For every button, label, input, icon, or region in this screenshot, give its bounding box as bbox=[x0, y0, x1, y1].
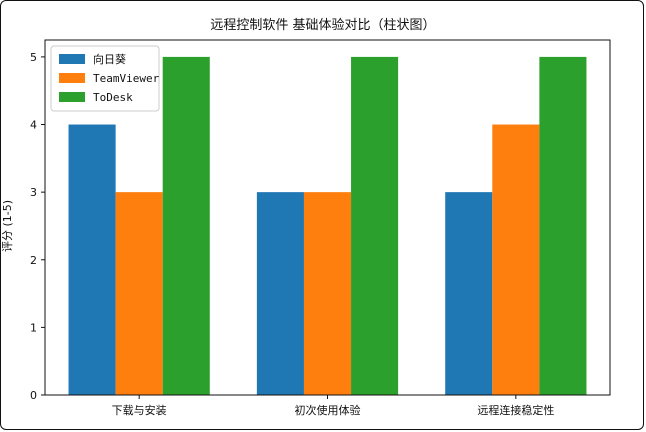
x-tick-label: 初次使用体验 bbox=[295, 403, 361, 417]
bar bbox=[115, 192, 163, 395]
bar bbox=[303, 192, 352, 395]
x-tick-label: 下载与安装 bbox=[112, 403, 167, 417]
y-tick-label: 0 bbox=[30, 389, 37, 402]
chart-title: 远程控制软件 基础体验对比（柱状图） bbox=[210, 18, 436, 33]
axes-group: 0 1 2 3 4 5 下载与安装 初次使用体验 远程连接稳定性 bbox=[30, 39, 611, 417]
bar bbox=[539, 56, 587, 396]
legend-swatch bbox=[59, 92, 85, 102]
y-tick-label: 4 bbox=[30, 119, 37, 132]
y-tick-label: 3 bbox=[30, 186, 37, 199]
legend-label: ToDesk bbox=[93, 91, 133, 104]
bar bbox=[68, 124, 116, 396]
bar bbox=[445, 192, 493, 395]
legend-swatch bbox=[59, 54, 85, 64]
bar bbox=[162, 56, 210, 396]
y-tick-label: 2 bbox=[30, 254, 37, 267]
bar bbox=[492, 124, 540, 396]
bar bbox=[256, 192, 304, 395]
x-tick-label: 远程连接稳定性 bbox=[477, 403, 554, 417]
bar bbox=[351, 56, 399, 396]
legend-swatch bbox=[59, 73, 85, 83]
y-tick-label: 1 bbox=[30, 321, 37, 334]
legend-label: 向日葵 bbox=[93, 52, 126, 66]
y-tick-label: 5 bbox=[30, 51, 37, 64]
legend-label: TeamViewer bbox=[93, 72, 160, 85]
bars-group bbox=[68, 56, 587, 396]
legend: 向日葵 TeamViewer ToDesk bbox=[50, 45, 160, 112]
